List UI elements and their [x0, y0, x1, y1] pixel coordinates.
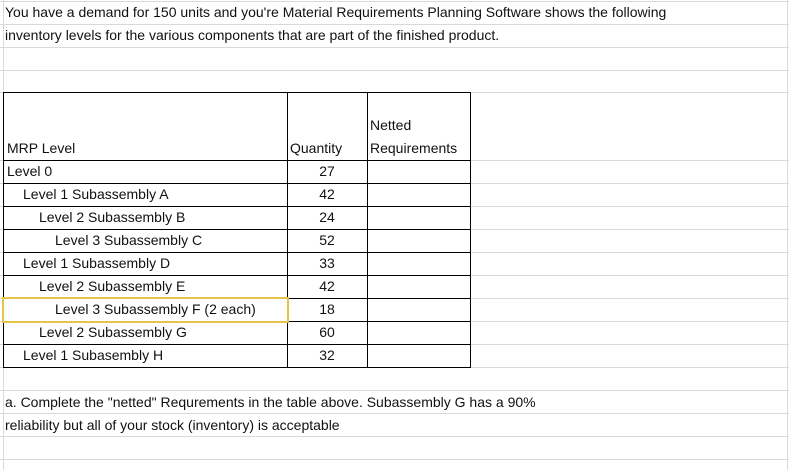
gridline: [0, 390, 789, 391]
gridline: [787, 0, 788, 470]
quantity: 27: [319, 163, 335, 179]
component-label: Level 0: [7, 163, 53, 179]
quantity: 32: [319, 347, 335, 363]
gridline: [0, 47, 789, 48]
row-cell: [367, 160, 471, 184]
row-cell: [367, 252, 471, 276]
intro-line: You have a demand for 150 units and you'…: [5, 4, 667, 20]
header-label: Netted Requirements: [370, 117, 458, 156]
question-line: a. Complete the "netted" Requrements in …: [5, 394, 536, 410]
gridline: [0, 1, 789, 2]
gridline: [0, 70, 789, 71]
header-label: Quantity: [290, 140, 343, 156]
row-cell: [367, 298, 471, 322]
component-label: Level 2 Subassembly E: [39, 278, 186, 294]
row-cell: [367, 183, 471, 207]
component-label: Level 2 Subassembly B: [39, 209, 186, 225]
quantity: 33: [319, 255, 335, 271]
gridline: [0, 24, 789, 25]
intro-line: inventory levels for the various compone…: [5, 27, 500, 43]
question-line: reliability but all of your stock (inven…: [5, 417, 340, 433]
quantity: 60: [319, 324, 335, 340]
header-label: MRP Level: [7, 140, 76, 156]
gridline: [0, 413, 789, 414]
row-cell: [367, 229, 471, 253]
quantity: 52: [319, 232, 335, 248]
quantity: 42: [319, 278, 335, 294]
quantity: 42: [319, 186, 335, 202]
component-label: Level 1 Subassembly D: [23, 255, 171, 271]
component-label: Level 3 Subassembly F (2 each): [55, 301, 256, 317]
quantity: 18: [319, 301, 335, 317]
component-label: Level 3 Subassembly C: [55, 232, 203, 248]
gridline: [0, 436, 789, 437]
row-cell: [367, 275, 471, 299]
row-cell: [367, 321, 471, 345]
gridline: [0, 459, 789, 460]
quantity: 24: [319, 209, 335, 225]
component-label: Level 2 Subassembly G: [39, 324, 187, 340]
row-cell: [367, 206, 471, 230]
component-label: Level 1 Subasembly H: [23, 347, 164, 363]
component-label: Level 1 Subassembly A: [23, 186, 169, 202]
selected-cell: [2, 297, 289, 323]
row-cell: [367, 344, 471, 368]
